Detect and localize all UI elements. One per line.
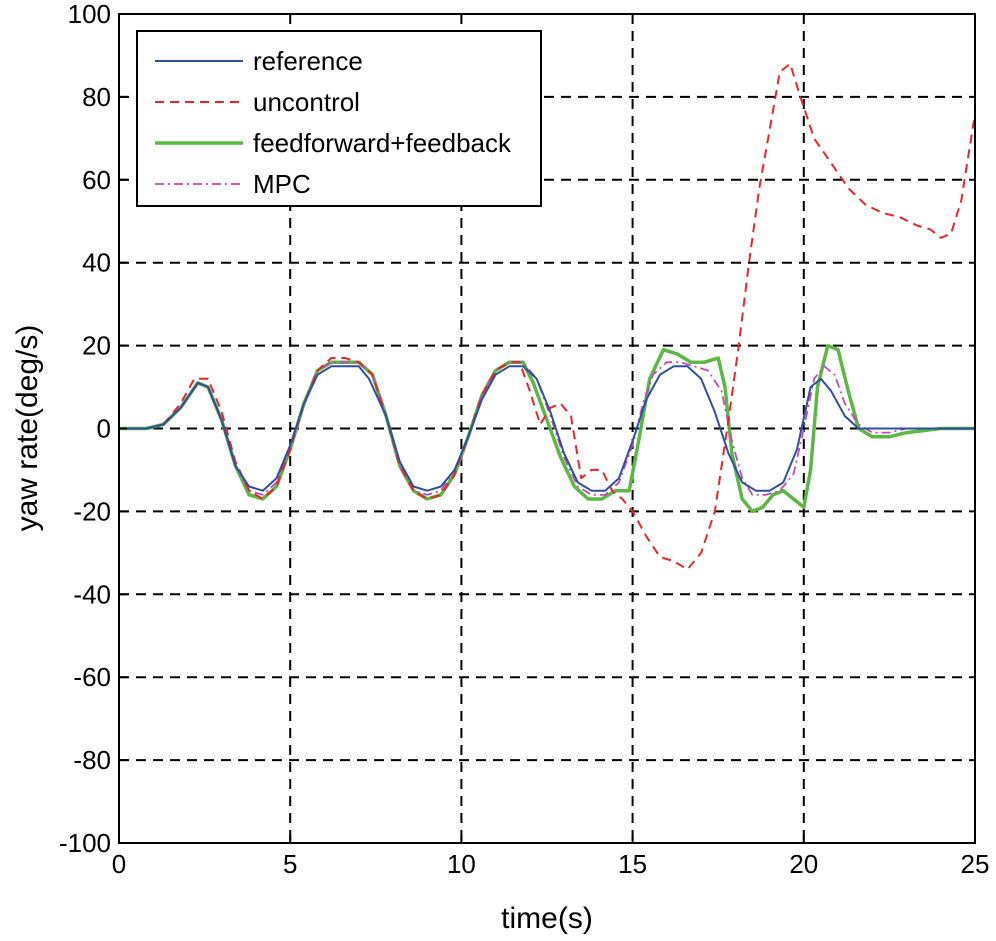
legend: reference uncontrol feedforward+feedback MP… — [136, 30, 542, 207]
legend-label: uncontrol — [253, 87, 360, 117]
y-axis-label: yaw rate(deg/s) — [11, 325, 44, 532]
legend-label: reference — [253, 46, 363, 76]
y-tick-label: 0 — [97, 414, 111, 444]
y-tick-label: -100 — [59, 828, 111, 858]
x-tick-label: 5 — [283, 849, 297, 879]
x-tick-label: 15 — [618, 849, 647, 879]
series-line-reference — [119, 365, 975, 492]
x-tick-label: 0 — [112, 849, 126, 879]
y-tick-label: 100 — [68, 0, 111, 29]
y-tick-label: -80 — [73, 745, 111, 775]
series-line-uncontrol — [119, 62, 976, 571]
legend-label: feedforward+feedback — [253, 128, 512, 158]
x-tick-label: 20 — [789, 849, 818, 879]
y-tick-label: 60 — [82, 165, 111, 195]
y-tick-label: -40 — [73, 579, 111, 609]
x-axis-label: time(s) — [501, 902, 593, 935]
y-tick-label: 20 — [82, 331, 111, 361]
y-tick-label: 40 — [82, 248, 111, 278]
x-tick-label: 10 — [447, 849, 476, 879]
ticks: 0 5 10 15 20 25 -100 -80 -60 -40 -20 0 20 40 60 80 100 — [59, 0, 990, 879]
y-tick-label: -60 — [73, 662, 111, 692]
series — [119, 62, 976, 571]
legend-label: MPC — [253, 169, 311, 199]
series-line-mpc — [119, 361, 975, 496]
y-tick-label: -20 — [73, 496, 111, 526]
y-tick-label: 80 — [82, 82, 111, 112]
x-tick-label: 25 — [961, 849, 990, 879]
